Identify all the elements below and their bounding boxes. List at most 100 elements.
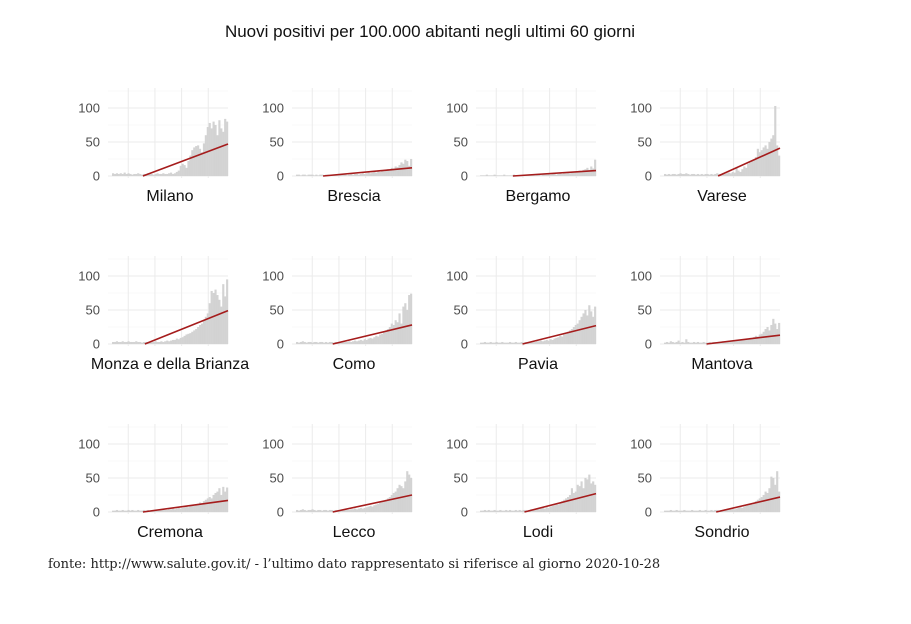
bar xyxy=(776,471,779,512)
y-tick-label: 50 xyxy=(638,135,652,150)
bar xyxy=(481,510,485,512)
bar xyxy=(121,341,124,344)
bar xyxy=(129,341,132,344)
bar xyxy=(388,497,391,512)
bar xyxy=(352,341,355,344)
bar xyxy=(113,173,117,176)
bar xyxy=(185,334,188,344)
bar xyxy=(154,341,157,344)
bar xyxy=(727,509,730,512)
bar xyxy=(113,341,117,344)
bar xyxy=(693,173,696,176)
bar xyxy=(667,173,670,176)
bar xyxy=(303,509,306,512)
bar xyxy=(113,510,117,512)
bar xyxy=(758,334,761,344)
bar xyxy=(197,145,200,176)
source-caption: fonte: http://www.salute.gov.it/ - l’ult… xyxy=(48,557,661,572)
bar xyxy=(121,173,124,176)
bar xyxy=(224,118,227,176)
bar xyxy=(154,173,157,176)
bar xyxy=(195,504,198,512)
bar xyxy=(199,324,202,344)
bar xyxy=(173,509,176,512)
bar xyxy=(733,172,736,176)
bar xyxy=(171,508,175,512)
bar xyxy=(689,174,692,176)
bar xyxy=(199,502,202,512)
bar xyxy=(183,335,186,344)
bar xyxy=(212,495,215,512)
bar xyxy=(328,341,331,344)
y-tick-label: 100 xyxy=(262,269,284,284)
bar xyxy=(321,341,324,344)
bar xyxy=(123,172,126,176)
bar xyxy=(731,171,734,176)
bar xyxy=(570,329,573,344)
bar xyxy=(185,167,188,176)
bar xyxy=(698,509,701,512)
bar xyxy=(375,172,378,176)
bar xyxy=(503,342,506,344)
trend-line xyxy=(332,494,413,513)
bar xyxy=(214,289,217,344)
bar xyxy=(691,509,694,512)
bar xyxy=(141,174,144,176)
bar xyxy=(408,295,411,344)
bar xyxy=(222,131,225,176)
trend-line xyxy=(322,167,413,177)
bar xyxy=(185,506,188,512)
bar xyxy=(183,165,186,176)
bar xyxy=(536,174,539,176)
bar xyxy=(208,497,211,512)
bar xyxy=(543,174,546,176)
bar xyxy=(384,330,388,344)
bar xyxy=(561,173,564,176)
bar xyxy=(503,510,506,512)
y-tick-label: 0 xyxy=(645,337,652,352)
bar xyxy=(774,105,777,176)
facet-label: Sondrio xyxy=(694,524,749,541)
bar xyxy=(679,173,682,176)
bar xyxy=(543,340,546,344)
bar xyxy=(702,341,705,344)
trend-line xyxy=(717,147,781,177)
bar xyxy=(297,174,301,176)
bar xyxy=(309,509,312,512)
y-tick-label: 100 xyxy=(262,101,284,116)
bar xyxy=(741,339,744,344)
bar xyxy=(539,508,543,512)
bar xyxy=(760,150,763,176)
bar xyxy=(202,320,205,344)
bar xyxy=(158,341,161,344)
bar xyxy=(131,341,134,344)
bar xyxy=(714,173,717,176)
bar xyxy=(183,507,186,512)
bar xyxy=(739,339,742,344)
bar xyxy=(700,342,703,344)
bar xyxy=(383,331,386,344)
bar xyxy=(307,174,310,176)
bar xyxy=(510,175,514,176)
y-tick-label: 0 xyxy=(93,169,100,184)
bar xyxy=(594,159,597,176)
bar xyxy=(348,341,351,344)
bar xyxy=(664,173,667,176)
bar xyxy=(400,486,403,512)
bar xyxy=(166,340,169,344)
bar xyxy=(127,341,130,344)
bar xyxy=(547,507,550,512)
bar xyxy=(514,341,517,344)
bar xyxy=(723,173,727,176)
bar xyxy=(406,471,409,512)
bar xyxy=(305,175,308,176)
bar xyxy=(704,342,707,344)
bar xyxy=(752,159,756,176)
bar xyxy=(112,173,115,176)
bar xyxy=(177,339,180,344)
bar xyxy=(565,498,568,512)
bar xyxy=(700,173,703,176)
bar xyxy=(189,155,192,176)
bar xyxy=(551,505,554,512)
bar xyxy=(747,505,750,512)
